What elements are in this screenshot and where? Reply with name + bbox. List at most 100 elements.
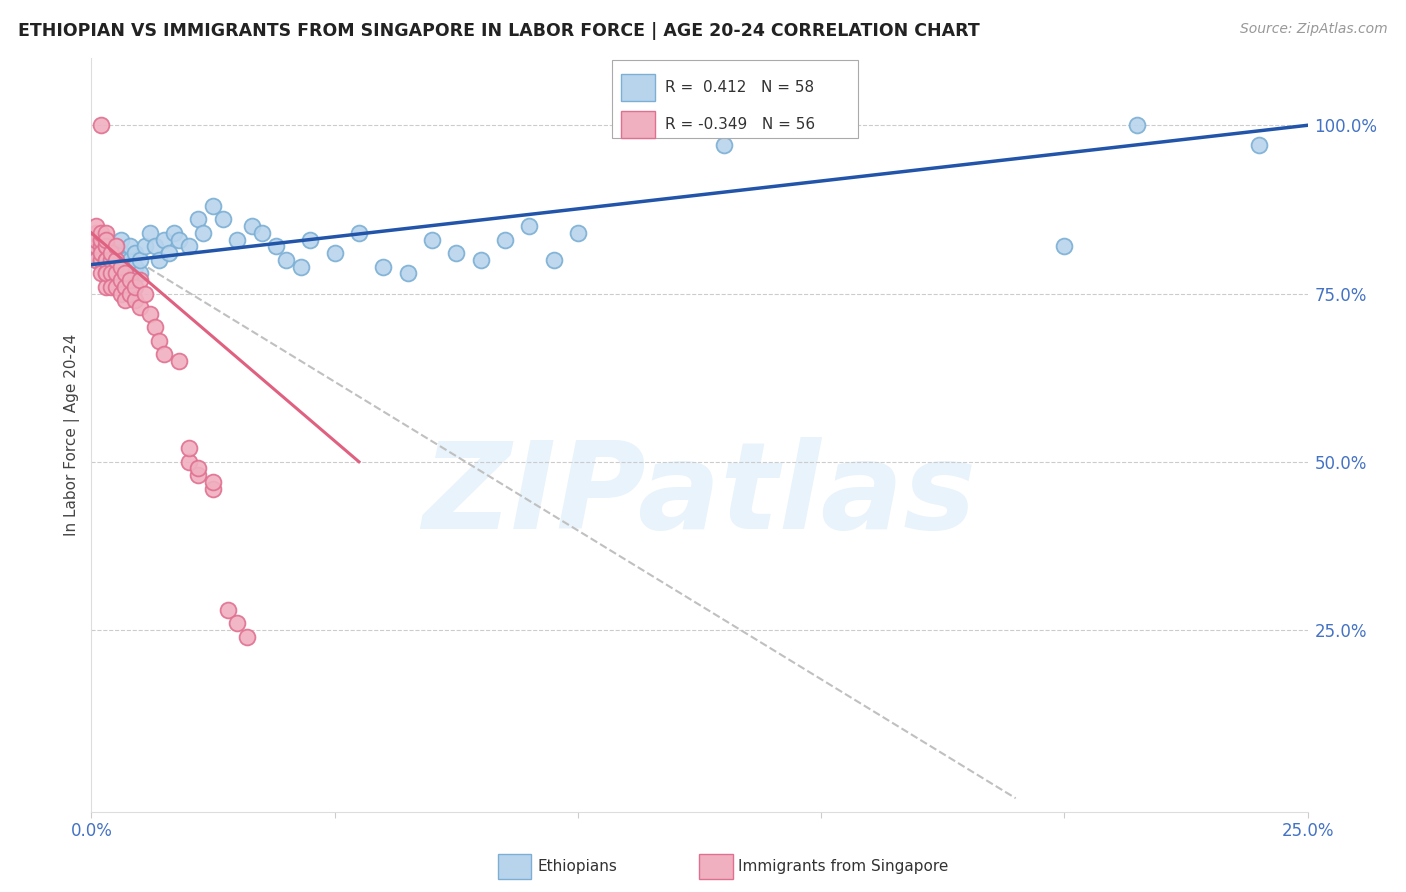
Point <box>114 273 136 287</box>
Point <box>104 252 127 267</box>
Point <box>90 239 112 253</box>
Point <box>1053 239 1076 253</box>
Point <box>120 252 142 267</box>
Point <box>94 239 117 253</box>
Y-axis label: In Labor Force | Age 20-24: In Labor Force | Age 20-24 <box>65 334 80 536</box>
Point <box>94 239 117 253</box>
Point <box>250 226 273 240</box>
Point <box>84 219 107 234</box>
Point <box>323 246 346 260</box>
Text: Source: ZipAtlas.com: Source: ZipAtlas.com <box>1240 22 1388 37</box>
Point <box>84 252 107 267</box>
Point <box>90 233 112 247</box>
Point <box>129 266 152 280</box>
Point <box>153 347 176 361</box>
Point <box>114 280 136 294</box>
Point <box>94 239 117 253</box>
Point <box>167 354 190 368</box>
Point <box>290 260 312 274</box>
Point <box>104 266 127 280</box>
Point <box>110 233 132 247</box>
Point <box>134 286 156 301</box>
Point <box>1247 138 1270 153</box>
Point <box>139 226 162 240</box>
Point <box>211 212 233 227</box>
Point <box>420 233 443 247</box>
Point <box>124 246 146 260</box>
Point <box>84 233 107 247</box>
Point <box>114 266 136 280</box>
Point <box>129 252 152 267</box>
Point <box>373 260 395 274</box>
Point <box>100 246 122 260</box>
Point <box>94 252 117 267</box>
Point <box>100 266 122 280</box>
Point <box>114 293 136 308</box>
Point <box>167 233 190 247</box>
Point <box>713 138 735 153</box>
Point <box>90 252 112 267</box>
Point <box>110 246 132 260</box>
Point <box>94 280 117 294</box>
Point <box>187 468 209 483</box>
Point <box>84 239 107 253</box>
Text: Immigrants from Singapore: Immigrants from Singapore <box>738 859 949 873</box>
Point <box>110 273 132 287</box>
Point <box>100 280 122 294</box>
Point <box>94 266 117 280</box>
Point <box>187 212 209 227</box>
Point <box>134 239 156 253</box>
Point <box>129 273 152 287</box>
Point <box>543 252 565 267</box>
Point <box>217 603 239 617</box>
Point <box>148 334 170 348</box>
Point <box>226 616 249 631</box>
Point <box>120 239 142 253</box>
Point <box>90 226 112 240</box>
Point <box>104 280 127 294</box>
Point <box>104 239 127 253</box>
Point <box>84 252 107 267</box>
Point <box>202 475 225 489</box>
Point <box>90 246 112 260</box>
Point <box>139 307 162 321</box>
Point <box>129 300 152 314</box>
Point <box>94 266 117 280</box>
Point <box>143 320 166 334</box>
Text: R =  0.412   N = 58: R = 0.412 N = 58 <box>665 79 814 95</box>
Point <box>177 239 200 253</box>
Point <box>517 219 540 234</box>
Point <box>90 118 112 132</box>
Point <box>177 455 200 469</box>
Point <box>124 280 146 294</box>
Point <box>94 266 117 280</box>
Point <box>94 252 117 267</box>
Text: ZIPatlas: ZIPatlas <box>422 437 977 554</box>
Point <box>187 461 209 475</box>
Point <box>90 266 112 280</box>
Point <box>274 252 297 267</box>
Point <box>202 199 225 213</box>
Point <box>124 260 146 274</box>
Point <box>163 226 186 240</box>
Point <box>90 233 112 247</box>
Point <box>120 273 142 287</box>
Point <box>84 226 107 240</box>
Point <box>148 252 170 267</box>
Point <box>114 252 136 267</box>
Point <box>110 260 132 274</box>
Point <box>494 233 516 247</box>
Point <box>299 233 322 247</box>
Point <box>100 246 122 260</box>
Point <box>153 233 176 247</box>
Point <box>124 293 146 308</box>
Point <box>347 226 370 240</box>
Point <box>104 252 127 267</box>
Point <box>100 252 122 267</box>
Point <box>110 260 132 274</box>
Point <box>94 233 117 247</box>
Point <box>193 226 215 240</box>
Point <box>226 233 249 247</box>
Point <box>90 252 112 267</box>
Point <box>264 239 287 253</box>
